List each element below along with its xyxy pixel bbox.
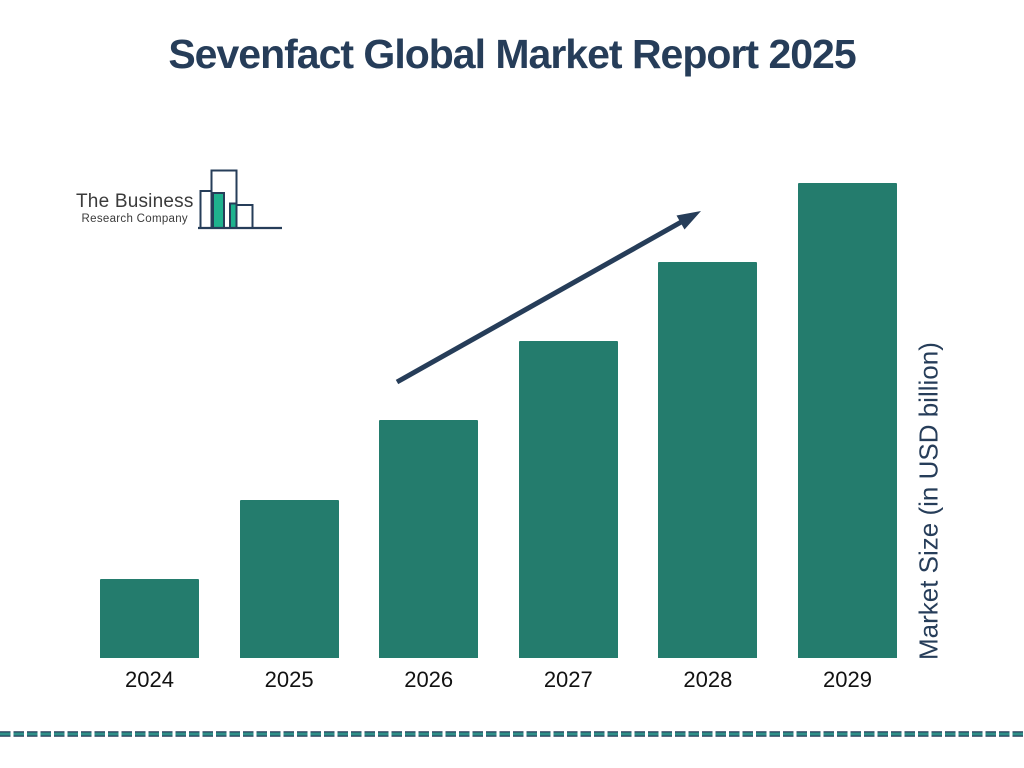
x-tick-2029: 2029 [823, 667, 872, 692]
x-tick-2026: 2026 [404, 667, 454, 692]
y-axis-label: Market Size (in USD billion) [913, 342, 944, 660]
x-axis-tick-labels: 2024 2025 2026 2027 2028 2029 [100, 667, 897, 697]
x-tick-2024: 2024 [125, 667, 174, 692]
bar-2029 [798, 182, 897, 658]
bar-2026 [379, 420, 479, 658]
logo-text: The Business Research Company [76, 191, 194, 225]
bar-chart [100, 135, 897, 658]
x-tick-2028: 2028 [683, 667, 733, 692]
x-tick-2027: 2027 [543, 667, 593, 692]
bar-2025 [239, 499, 339, 658]
x-tick-2025: 2025 [264, 667, 314, 692]
bar-chart-logo-icon [197, 169, 282, 230]
logo-text-primary: The Business [76, 191, 194, 212]
bar-2028 [658, 261, 758, 658]
bar-2027 [518, 341, 618, 658]
logo-text-secondary: Research Company [81, 213, 188, 225]
bar-2024 [100, 578, 199, 658]
company-logo: The Business Research Company [76, 168, 284, 231]
page-title: Sevenfact Global Market Report 2025 [168, 31, 856, 77]
bottom-dashed-divider [0, 731, 1024, 737]
